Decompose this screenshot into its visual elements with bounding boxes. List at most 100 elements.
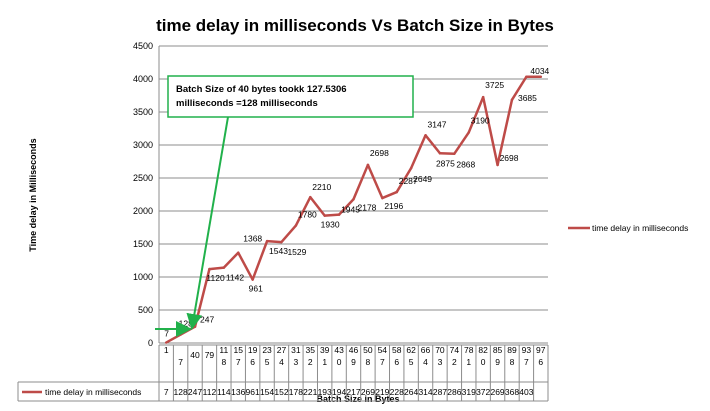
y-axis-label: Time delay in Milliseconds	[28, 138, 38, 251]
point-label-0: 7	[164, 329, 169, 339]
x-tick-label-8-0: 27	[277, 345, 287, 355]
series-layer	[164, 75, 543, 344]
table-value-9: 178	[289, 387, 303, 397]
series-segment-18	[424, 134, 442, 155]
x-tick-label-25-0: 93	[522, 345, 532, 355]
x-tick-label-4-0: 11	[219, 345, 228, 355]
legend-label: time delay in milliseconds	[592, 223, 688, 233]
table-series-label: time delay in milliseconds	[45, 387, 141, 397]
annotation-arrow-vertical	[186, 116, 229, 330]
series-segment-11	[323, 213, 341, 217]
series-segment-14	[366, 163, 384, 200]
x-tick-label-11-1: 1	[322, 357, 327, 367]
series-segment-20	[453, 131, 471, 155]
y-tick-label-2: 1000	[133, 272, 153, 282]
table-value-8: 152	[274, 387, 288, 397]
x-tick-label-12-0: 43	[334, 345, 344, 355]
table-value-10: 221	[303, 387, 317, 397]
x-tick-label-2-2: 40	[190, 350, 200, 360]
point-label-9: 1780	[298, 210, 317, 220]
x-tick-label-18-1: 4	[423, 357, 428, 367]
series-segment-10	[309, 195, 326, 217]
table-value-19: 287	[433, 387, 447, 397]
table-value-24: 368	[505, 387, 519, 397]
x-tick-label-14-0: 50	[363, 345, 373, 355]
x-tick-label-12-1: 0	[337, 357, 342, 367]
table-value-16: 228	[390, 387, 404, 397]
annotation: Batch Size of 40 bytes tookk 127.5306 mi…	[155, 75, 414, 337]
x-tick-label-21-0: 78	[464, 345, 474, 355]
y-tick-labels: 0 500 1000 1500 2000 2500 3000 3500 4000 4500	[133, 41, 153, 348]
x-tick-label-17-0: 62	[406, 345, 416, 355]
table-value-13: 217	[346, 387, 360, 397]
y-tick-label-8: 4000	[133, 74, 153, 84]
x-tick-label-5-0: 15	[234, 345, 244, 355]
x-tick-label-13-1: 9	[351, 357, 356, 367]
table-value-7: 154	[260, 387, 274, 397]
point-label-24: 3685	[518, 93, 537, 103]
x-tick-label-6-1: 6	[250, 357, 255, 367]
x-tick-label-24-0: 89	[507, 345, 517, 355]
point-label-1: 128	[179, 319, 193, 329]
y-tick-label-0: 0	[148, 338, 153, 348]
series-segment-12	[337, 198, 355, 216]
series-segment-21	[467, 95, 485, 134]
point-label-5: 1368	[243, 234, 262, 244]
x-tick-label-1-1: 7	[178, 357, 183, 367]
x-tick-label-6-0: 19	[248, 345, 258, 355]
table-value-11: 193	[318, 387, 332, 397]
point-label-8: 1529	[287, 247, 306, 257]
x-tick-label-15-1: 7	[380, 357, 385, 367]
point-label-21: 3190	[471, 115, 490, 125]
y-tick-label-4: 2000	[133, 206, 153, 216]
point-label-13: 2178	[358, 202, 377, 212]
series-segment-3	[208, 266, 226, 271]
x-tick-label-16-0: 58	[392, 345, 402, 355]
table-value-3: 112	[203, 387, 217, 397]
x-tick-label-7-1: 5	[265, 357, 270, 367]
series-segment-13	[352, 163, 370, 201]
point-label-20: 2868	[456, 160, 475, 170]
point-label-2: 247	[200, 315, 214, 325]
x-tick-label-19-1: 3	[438, 357, 443, 367]
x-tick-label-26-1: 6	[538, 357, 543, 367]
y-tick-label-6: 3000	[133, 140, 153, 150]
x-tick-label-25-1: 7	[524, 357, 529, 367]
x-tick-label-7-0: 23	[262, 345, 272, 355]
x-tick-label-3-2: 79	[205, 350, 215, 360]
x-tick-label-9-0: 31	[291, 345, 301, 355]
point-label-14: 2698	[370, 148, 389, 158]
x-tick-label-9-1: 3	[294, 357, 299, 367]
legend: time delay in milliseconds	[568, 223, 688, 233]
table-value-25: 403	[519, 387, 533, 397]
x-tick-label-17-1: 5	[409, 357, 414, 367]
point-label-25: 4034	[530, 66, 549, 76]
point-label-10: 2210	[312, 182, 331, 192]
x-tick-label-18-0: 66	[421, 345, 431, 355]
x-tick-label-11-0: 39	[320, 345, 330, 355]
table-value-2: 247	[188, 387, 202, 397]
table-value-17: 264	[404, 387, 418, 397]
point-label-17: 2649	[413, 174, 432, 184]
series-segment-17	[409, 134, 427, 170]
table-value-6: 961	[246, 387, 260, 397]
x-tick-label-26-0: 97	[536, 345, 546, 355]
x-tick-label-0-0: 1	[164, 345, 169, 355]
x-tick-label-4-1: 8	[221, 357, 226, 367]
x-tick-label-15-0: 54	[378, 345, 388, 355]
table-value-21: 319	[462, 387, 476, 397]
x-tick-label-20-1: 2	[452, 357, 457, 367]
x-tick-label-22-0: 82	[478, 345, 488, 355]
x-tick-label-24-1: 8	[510, 357, 515, 367]
table-value-22: 372	[476, 387, 490, 397]
y-tick-label-7: 3500	[133, 107, 153, 117]
point-label-3: 1120	[206, 273, 225, 283]
x-axis-label: Batch Size in Bytes	[316, 394, 399, 404]
point-label-11: 1930	[321, 220, 340, 230]
point-label-7: 1543	[269, 246, 288, 256]
point-labels: 7 128 247 1120 1142 1368 961 1543 1529 1780 2210 19…	[164, 66, 549, 339]
table-value-0: 7	[164, 387, 169, 397]
series-segment-4	[222, 251, 240, 269]
